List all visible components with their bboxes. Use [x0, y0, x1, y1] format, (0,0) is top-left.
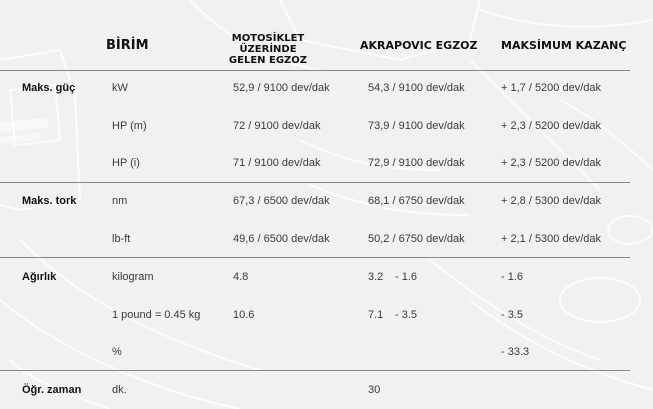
akrapovic-cell: 54,3 / 9100 dev/dak [368, 82, 465, 94]
stock-cell: 4.8 [233, 271, 249, 283]
gain-cell: + 2,1 / 5300 dev/dak [501, 233, 601, 245]
divider-weight [0, 370, 630, 371]
group-label-weight: Ağırlık [22, 271, 57, 283]
akrapovic-diff-cell: - 1.6 [395, 271, 418, 283]
unit-cell: kW [112, 82, 128, 94]
header-max-gain: MAKSİMUM KAZANÇ [501, 39, 627, 52]
unit-cell: HP (m) [112, 120, 147, 132]
gain-cell: + 2,8 / 5300 dev/dak [501, 195, 601, 207]
akrapovic-cell: 3.2 [368, 271, 384, 283]
header-stock-exhaust: MOTOSİKLET ÜZERİNDE GELEN EGZOZ [207, 33, 329, 66]
akrapovic-diff-cell: - 3.5 [395, 309, 418, 321]
stock-cell: 10.6 [233, 309, 255, 321]
header-akrapovic-exhaust: AKRAPOVIC EGZOZ [360, 39, 478, 52]
group-label-max-torque: Maks. tork [22, 195, 77, 207]
divider-torque [0, 257, 630, 258]
stock-cell: 71 / 9100 dev/dak [233, 157, 321, 169]
group-label-max-power: Maks. güç [22, 82, 76, 94]
header-stock-line2: GELEN EGZOZ [228, 55, 308, 66]
header-unit: BİRİM [106, 38, 149, 53]
akrapovic-cell: 30 [368, 384, 381, 396]
stock-cell: 72 / 9100 dev/dak [233, 120, 321, 132]
gain-cell: - 1.6 [501, 271, 524, 283]
unit-cell: 1 pound = 0.45 kg [112, 309, 201, 321]
stock-cell: 67,3 / 6500 dev/dak [233, 195, 330, 207]
gain-cell: - 3.5 [501, 309, 524, 321]
akrapovic-cell: 68,1 / 6750 dev/dak [368, 195, 465, 207]
header-stock-line1: MOTOSİKLET ÜZERİNDE [231, 33, 305, 55]
unit-cell: HP (i) [112, 157, 140, 169]
unit-cell: dk. [112, 384, 127, 396]
unit-cell: lb-ft [112, 233, 131, 245]
group-label-learning-time: Öğr. zaman [22, 384, 82, 396]
akrapovic-cell: 50,2 / 6750 dev/dak [368, 233, 465, 245]
akrapovic-cell: 72,9 / 9100 dev/dak [368, 157, 465, 169]
unit-cell: kilogram [112, 271, 154, 283]
unit-cell: % [112, 346, 122, 358]
gain-cell: - 33.3 [501, 346, 530, 358]
stock-cell: 52,9 / 9100 dev/dak [233, 82, 330, 94]
akrapovic-cell: 73,9 / 9100 dev/dak [368, 120, 465, 132]
divider-power [0, 182, 630, 183]
unit-cell: nm [112, 195, 128, 207]
stock-cell: 49,6 / 6500 dev/dak [233, 233, 330, 245]
akrapovic-cell: 7.1 [368, 309, 384, 321]
gain-cell: + 2,3 / 5200 dev/dak [501, 120, 601, 132]
gain-cell: + 1,7 / 5200 dev/dak [501, 82, 601, 94]
gain-cell: + 2,3 / 5200 dev/dak [501, 157, 601, 169]
divider-header [0, 70, 630, 71]
